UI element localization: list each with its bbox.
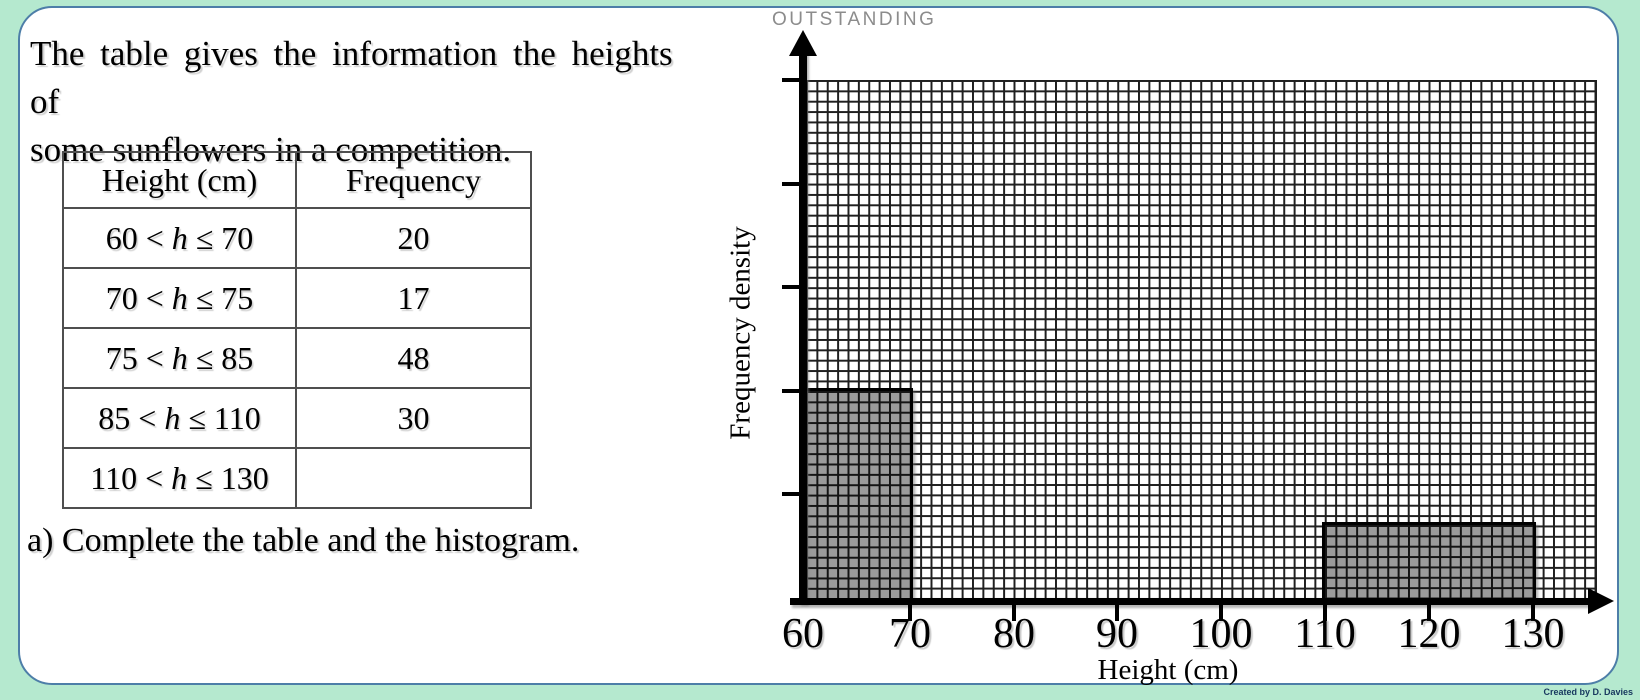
variable-h: h: [164, 399, 181, 436]
x-tick: [1115, 605, 1119, 621]
interval-post: ≤ 75: [187, 279, 254, 316]
height-interval-cell: 75 < h ≤ 85: [62, 327, 297, 389]
table-row: 60 < h ≤ 70 20: [62, 207, 532, 269]
y-tick: [782, 182, 799, 186]
height-interval-cell: 70 < h ≤ 75: [62, 267, 297, 329]
y-tick: [782, 389, 799, 393]
frequency-cell: 30: [295, 387, 532, 449]
y-tick: [782, 78, 799, 82]
x-tick: [908, 605, 912, 621]
table-row: 75 < h ≤ 85 48: [62, 327, 532, 389]
interval-pre: 70 <: [105, 279, 172, 316]
interval-pre: 85 <: [98, 399, 165, 436]
y-tick: [782, 492, 799, 496]
x-axis: [790, 598, 1590, 605]
histogram-bar-110-130: [1322, 522, 1536, 601]
intro-line-1: The table gives the information the heig…: [30, 34, 673, 121]
header-height: Height (cm): [62, 151, 297, 209]
frequency-cell-empty: [295, 447, 532, 509]
x-tick-label: 70: [889, 611, 931, 657]
x-tick-label: 120: [1397, 611, 1461, 657]
y-axis: [799, 50, 807, 604]
variable-h: h: [171, 219, 188, 256]
variable-h: h: [171, 339, 188, 376]
x-tick: [1531, 605, 1535, 621]
task-instruction: a) Complete the table and the histogram.: [27, 522, 580, 559]
frequency-cell: 20: [295, 207, 532, 269]
interval-pre: 75 <: [105, 339, 172, 376]
height-interval-cell: 60 < h ≤ 70: [62, 207, 297, 269]
frequency-cell: 17: [295, 267, 532, 329]
credit-text: Created by D. Davies: [1543, 687, 1633, 697]
y-axis-arrowhead-icon: [789, 30, 817, 56]
x-axis-title: Height (cm): [1097, 654, 1239, 686]
x-tick-label: 60: [782, 611, 824, 657]
histogram-grid: [806, 80, 1597, 598]
watermark-outstanding: OUTSTANDING: [772, 9, 937, 30]
height-interval-cell: 110 < h ≤ 130: [62, 447, 297, 509]
interval-post: ≤ 85: [187, 339, 254, 376]
table-row: 70 < h ≤ 75 17: [62, 267, 532, 329]
interval-post: ≤ 130: [187, 459, 269, 496]
table-header-row: Height (cm) Frequency: [62, 151, 532, 209]
y-axis-title: Frequency density: [724, 226, 757, 440]
x-tick-label: 90: [1096, 611, 1138, 657]
x-tick-label: 110: [1294, 611, 1356, 657]
frequency-cell: 48: [295, 327, 532, 389]
y-tick: [782, 285, 799, 289]
x-tick-label: 80: [993, 611, 1035, 657]
x-tick-label: 100: [1189, 611, 1253, 657]
x-tick: [1427, 605, 1431, 621]
interval-pre: 110 <: [90, 459, 172, 496]
height-interval-cell: 85 < h ≤ 110: [62, 387, 297, 449]
interval-post: ≤ 70: [187, 219, 254, 256]
x-tick-label: 130: [1501, 611, 1565, 657]
x-tick: [1323, 605, 1327, 621]
interval-pre: 60 <: [105, 219, 172, 256]
table-row: 85 < h ≤ 110 30: [62, 387, 532, 449]
header-frequency: Frequency: [295, 151, 532, 209]
x-axis-arrowhead-icon: [1588, 588, 1614, 614]
histogram-bar-60-70: [803, 388, 913, 601]
frequency-table: Height (cm) Frequency 60 < h ≤ 70 20 70 …: [62, 151, 532, 509]
interval-post: ≤ 110: [180, 399, 261, 436]
variable-h: h: [171, 459, 188, 496]
x-tick: [1219, 605, 1223, 621]
variable-h: h: [171, 279, 188, 316]
x-tick: [1012, 605, 1016, 621]
table-row: 110 < h ≤ 130: [62, 447, 532, 509]
